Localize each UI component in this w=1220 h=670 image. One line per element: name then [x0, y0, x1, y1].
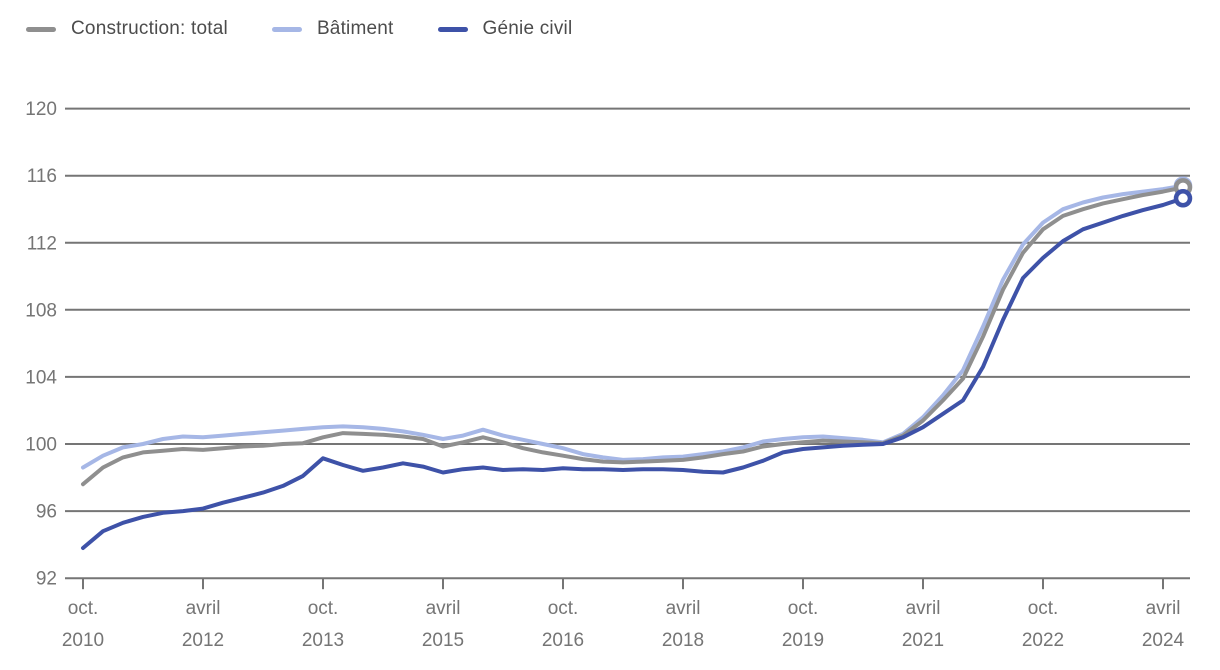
legend-item-genie-civil[interactable]: Génie civil: [437, 18, 573, 40]
x-axis-label-year: 2019: [782, 630, 824, 651]
legend-label-construction-total: Construction: total: [71, 18, 228, 39]
chart-legend: Construction: total Bâtiment Génie civil: [26, 18, 572, 40]
y-axis-label-92: 92: [36, 569, 57, 590]
y-axis-label-120: 120: [25, 99, 57, 120]
x-axis-label-year: 2015: [422, 630, 464, 651]
x-axis-label-month: oct.: [308, 598, 339, 619]
x-axis-label-year: 2016: [542, 630, 584, 651]
series-line-2: [81, 196, 1185, 550]
x-axis-label-month: avril: [186, 598, 221, 619]
x-axis-label-month: avril: [906, 598, 941, 619]
legend-label-batiment: Bâtiment: [316, 18, 394, 39]
x-axis-label-year: 2010: [62, 630, 104, 651]
y-axis-label-96: 96: [36, 502, 57, 523]
y-axis-label-104: 104: [25, 367, 57, 388]
series-end-marker-2: [1173, 189, 1193, 208]
x-axis-label-year: 2024: [1142, 630, 1185, 651]
legend-swatch-construction-total: [26, 26, 56, 32]
x-axis-label-month: avril: [426, 598, 461, 619]
x-axis-label-month: oct.: [548, 598, 579, 619]
y-axis-label-108: 108: [25, 300, 57, 321]
x-axis-label-year: 2013: [302, 630, 344, 651]
y-axis-label-100: 100: [25, 435, 57, 456]
y-axis-label-116: 116: [27, 166, 57, 187]
x-axis-label-month: oct.: [68, 598, 99, 619]
x-axis-label-month: oct.: [1028, 598, 1059, 619]
x-axis-label-year: 2021: [902, 630, 944, 651]
legend-label-genie-civil: Génie civil: [482, 18, 573, 39]
x-axis-label-year: 2018: [662, 630, 704, 651]
x-axis-label-month: avril: [666, 598, 701, 619]
legend-swatch-batiment: [271, 26, 302, 32]
y-axis-label-112: 112: [27, 233, 57, 254]
x-axis-label-year: 2012: [182, 630, 224, 651]
x-axis-label-year: 2022: [1022, 630, 1064, 651]
series-line-1: [81, 183, 1185, 470]
legend-item-construction-total[interactable]: Construction: total: [26, 18, 228, 40]
x-axis-label-month: avril: [1146, 598, 1181, 619]
series-line-0: [81, 185, 1185, 487]
x-axis-label-month: oct.: [788, 598, 819, 619]
legend-swatch-genie-civil: [437, 26, 468, 32]
legend-item-batiment[interactable]: Bâtiment: [271, 18, 394, 40]
